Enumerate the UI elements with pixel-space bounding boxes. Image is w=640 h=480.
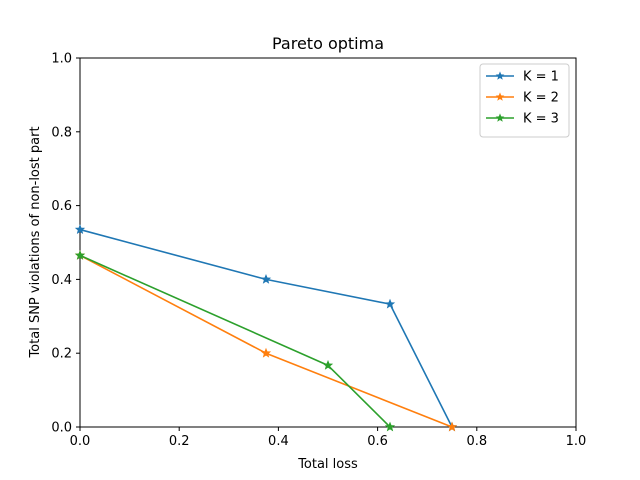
x-axis-label: Total loss	[297, 457, 358, 472]
x-tick-label: 0.0	[70, 434, 91, 449]
data-point	[384, 421, 396, 432]
data-point	[74, 224, 86, 234]
legend-label: K = 2	[523, 91, 559, 106]
y-tick-label: 0.6	[51, 199, 72, 214]
legend-item: K = 2	[486, 91, 559, 106]
legend-swatch-marker	[495, 71, 505, 80]
data-point	[260, 347, 272, 358]
legend-item: K = 3	[486, 112, 559, 127]
data-point	[384, 298, 396, 309]
x-tick-label: 1.0	[566, 434, 587, 449]
y-tick-label: 0.2	[51, 347, 72, 362]
data-point	[74, 249, 86, 260]
chart-title: Pareto optima	[272, 34, 384, 53]
legend-label: K = 1	[523, 70, 559, 85]
y-tick-label: 1.0	[51, 52, 72, 67]
data-point	[260, 273, 272, 284]
legend-swatch-marker	[495, 92, 505, 101]
y-tick-label: 0.8	[51, 125, 72, 140]
y-axis-label: Total SNP violations of non-lost part	[28, 126, 43, 358]
legend: K = 1 K = 2 K = 3	[479, 63, 570, 138]
x-tick-label: 0.6	[367, 434, 388, 449]
y-axis: 0.0 0.2 0.4 0.6 0.8 1.0	[51, 52, 80, 436]
series-layer	[74, 224, 458, 432]
series-line	[79, 228, 453, 428]
x-tick-label: 0.2	[169, 434, 190, 449]
x-tick-label: 0.8	[466, 434, 487, 449]
x-axis: 0.0 0.2 0.4 0.6 0.8 1.0	[70, 427, 587, 449]
legend-item: K = 1	[486, 70, 559, 85]
series-3	[74, 249, 396, 432]
legend-swatch-marker	[495, 113, 505, 122]
x-tick-label: 0.4	[268, 434, 289, 449]
data-point	[322, 359, 334, 370]
y-tick-label: 0.0	[51, 421, 72, 436]
y-tick-label: 0.4	[51, 273, 72, 288]
legend-label: K = 3	[523, 112, 559, 127]
data-point	[446, 421, 458, 432]
